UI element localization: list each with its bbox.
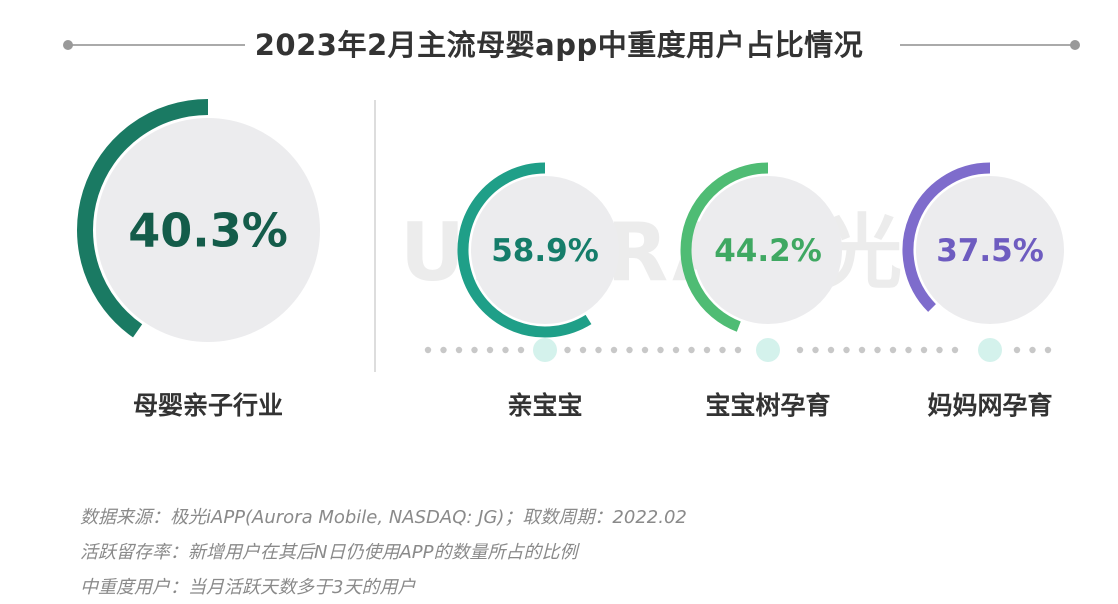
gauge-disc (96, 118, 320, 342)
timeline-dot (936, 346, 943, 354)
timeline-marker (756, 338, 780, 362)
timeline-marker (978, 338, 1002, 362)
gauge-name-label: 宝宝树孕育 (705, 391, 830, 420)
timeline-dot (424, 346, 432, 354)
gauge-value-label: 37.5% (936, 233, 1044, 269)
timeline-dot (595, 346, 602, 354)
timeline-dot (889, 346, 897, 354)
timeline-dot (719, 346, 726, 354)
timeline-dot (657, 346, 664, 354)
timeline-dot (874, 346, 881, 354)
timeline-dot (827, 346, 835, 354)
timeline-dot (858, 346, 866, 354)
title-decoration (63, 40, 1080, 50)
timeline-dot (471, 346, 478, 354)
timeline-dot (502, 346, 509, 354)
gauge-value-label: 40.3% (128, 204, 288, 258)
timeline-dot (843, 346, 850, 354)
title-dot-right (1070, 40, 1080, 50)
timeline-dot (688, 346, 695, 354)
timeline-dot (951, 346, 959, 354)
gauge-disc (694, 176, 842, 324)
timeline-dot (455, 346, 463, 354)
footnote-source: 数据来源：极光iAPP(Aurora Mobile, NASDAQ: JG)；取… (80, 507, 687, 528)
chart-title: 2023年2月主流母婴app中重度用户占比情况 (254, 28, 864, 62)
timeline-dot (796, 346, 804, 354)
timeline-dot (812, 346, 819, 354)
timeline-dot (672, 346, 680, 354)
timeline-dot (517, 346, 525, 354)
timeline-dot (703, 346, 711, 354)
footnote-definition: 中重度用户：当月活跃天数多于3天的用户 (80, 577, 416, 598)
gauge-value-label: 44.2% (714, 233, 822, 269)
timeline-dot (1029, 346, 1036, 354)
timeline-dot (610, 346, 618, 354)
timeline-dot (626, 346, 633, 354)
gauge-arc (680, 162, 769, 332)
gauge-2: 58.9% 亲宝宝 (457, 162, 619, 420)
timeline-dot (734, 346, 742, 354)
gauge-group: 40.3% 母婴亲子行业 58.9% 亲宝宝 44.2% 宝宝树孕育 37.5% 妈妈网孕育 (77, 99, 1064, 420)
timeline-dot (920, 346, 928, 354)
timeline-dot (440, 346, 447, 354)
gauge-name-label: 亲宝宝 (507, 391, 582, 420)
footnote-retention: 活跃留存率：新增用户在其后N日仍使用APP的数量所占的比例 (80, 542, 578, 563)
gauge-arc (902, 162, 991, 312)
timeline-marker (533, 338, 557, 362)
gauge-disc (916, 176, 1064, 324)
timeline-dot (1013, 346, 1021, 354)
timeline-dot (579, 346, 587, 354)
timeline-dot (905, 346, 912, 354)
timeline-dot (486, 346, 494, 354)
gauge-name-label: 妈妈网孕育 (927, 391, 1052, 420)
gauge-4: 37.5% 妈妈网孕育 (902, 162, 1064, 420)
gauge-1: 40.3% 母婴亲子行业 (77, 99, 320, 420)
title-dot-left (63, 40, 73, 50)
gauge-arc (77, 99, 209, 338)
timeline-dots (424, 346, 1052, 354)
gauge-arc (457, 162, 592, 338)
gauge-3: 44.2% 宝宝树孕育 (680, 162, 842, 420)
timeline-dot (564, 346, 571, 354)
timeline-dot (1044, 346, 1052, 354)
gauge-disc (471, 176, 619, 324)
gauge-value-label: 58.9% (491, 233, 599, 269)
timeline-dot (641, 346, 649, 354)
gauge-name-label: 母婴亲子行业 (133, 391, 283, 420)
